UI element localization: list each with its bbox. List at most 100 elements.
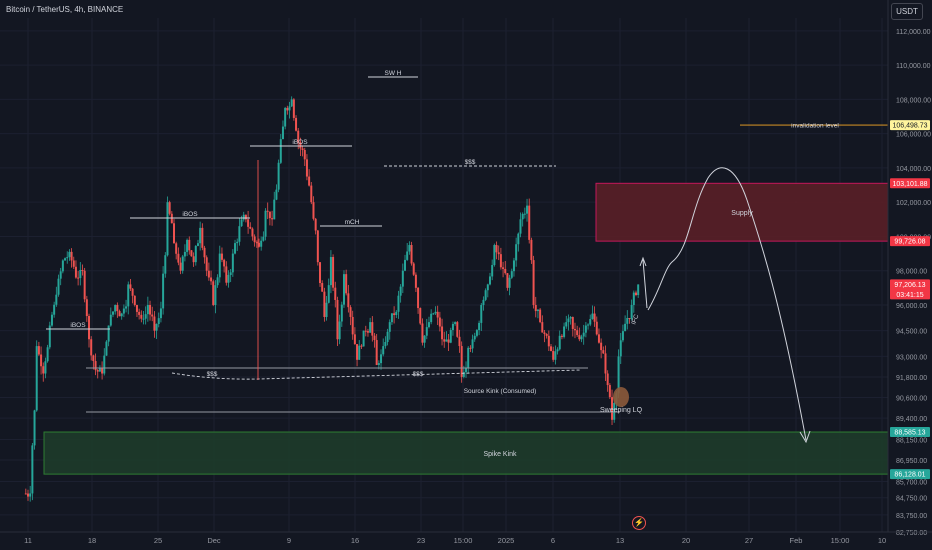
candle-body bbox=[611, 397, 614, 420]
candle-body bbox=[103, 355, 106, 374]
candle-body bbox=[275, 189, 278, 200]
candle-body bbox=[480, 304, 483, 323]
candle-body bbox=[149, 304, 152, 315]
candle-body bbox=[460, 346, 463, 377]
candle-body bbox=[449, 330, 452, 343]
candle-body bbox=[565, 322, 568, 327]
candle-body bbox=[467, 347, 470, 369]
price-tick-label: 90,600.00 bbox=[896, 396, 927, 403]
price-tick-label: 108,000.00 bbox=[896, 97, 931, 104]
candle-body bbox=[451, 323, 454, 331]
spike-kink-zone bbox=[43, 431, 889, 475]
candle-body bbox=[417, 287, 420, 309]
candle-body bbox=[92, 355, 95, 362]
ibos-label-1: iBOS bbox=[70, 322, 86, 329]
liq-dashed-low bbox=[171, 369, 581, 380]
candles[interactable] bbox=[24, 96, 640, 502]
candle-body bbox=[630, 304, 633, 319]
candle-body bbox=[345, 274, 348, 294]
candle-body bbox=[410, 245, 413, 264]
candle-body bbox=[286, 107, 289, 111]
candle-body bbox=[347, 293, 350, 308]
candle-body bbox=[469, 347, 472, 349]
candle-body bbox=[523, 213, 526, 215]
price-label-value: 106,498.73 bbox=[892, 123, 927, 130]
candle-body bbox=[33, 410, 36, 446]
candle-body bbox=[79, 269, 82, 279]
candle-body bbox=[244, 214, 247, 220]
price-label-tag bbox=[890, 178, 930, 189]
candle-body bbox=[515, 244, 518, 261]
candle-body bbox=[308, 176, 311, 186]
candle-body bbox=[582, 332, 585, 337]
price-tick-label: 84,750.00 bbox=[896, 496, 927, 503]
candle-body bbox=[395, 311, 398, 316]
candle-body bbox=[133, 295, 136, 305]
price-tick-label: 82,750.00 bbox=[896, 530, 927, 537]
supply-zone-label: Supply bbox=[731, 210, 753, 217]
candle-body bbox=[329, 257, 332, 286]
lightning-bolt-icon[interactable]: ⚡ bbox=[632, 516, 646, 530]
candle-body bbox=[273, 199, 276, 220]
price-label-value: 97,206.13 bbox=[894, 282, 925, 289]
time-tick-label: 25 bbox=[154, 536, 162, 545]
time-axis[interactable]: 11 18 25 Dec 9 16 23 15:00 2025 6 13 20 27 Feb 15:00 10 bbox=[0, 531, 932, 545]
candle-body bbox=[240, 219, 243, 227]
candle-body bbox=[497, 252, 500, 255]
candle-body bbox=[120, 313, 123, 317]
candle-body bbox=[545, 333, 548, 336]
candle-body bbox=[142, 318, 145, 320]
candle-body bbox=[552, 350, 555, 360]
candle-body bbox=[247, 219, 250, 227]
candle-body bbox=[597, 334, 600, 343]
price-label-tag bbox=[890, 120, 930, 131]
candle-body bbox=[532, 260, 535, 305]
candle-body bbox=[101, 367, 104, 374]
candle-body bbox=[338, 321, 341, 340]
price-tick-label: 106,000.00 bbox=[896, 132, 931, 139]
candle-body bbox=[312, 202, 315, 219]
candle-body bbox=[70, 251, 73, 261]
candle-body bbox=[488, 276, 491, 285]
candle-body bbox=[129, 284, 132, 289]
candle-body bbox=[98, 367, 101, 372]
price-tick-label: 89,400.00 bbox=[896, 416, 927, 423]
time-tick-label: 20 bbox=[682, 536, 690, 545]
candle-body bbox=[591, 313, 594, 320]
price-tick-label: 110,000.00 bbox=[896, 63, 931, 70]
time-tick-label: 6 bbox=[551, 536, 555, 545]
candle-body bbox=[210, 277, 213, 282]
zones: Supply Spike Kink bbox=[43, 182, 889, 475]
candle-body bbox=[316, 230, 319, 263]
price-axis[interactable]: 112,000.00 110,000.00 108,000.00 106,000.00… bbox=[887, 0, 932, 550]
candle-body bbox=[277, 162, 280, 190]
candle-body bbox=[563, 326, 566, 337]
projection-arrowhead bbox=[799, 430, 811, 444]
symbol-title: Bitcoin / TetherUS, 4h, BINANCE bbox=[6, 5, 124, 14]
price-tick-label: 112,000.00 bbox=[896, 29, 931, 36]
price-label-tag bbox=[890, 279, 930, 300]
candle-body bbox=[571, 317, 574, 329]
candle-body bbox=[234, 243, 237, 254]
candle-body bbox=[225, 266, 228, 283]
candle-body bbox=[111, 311, 114, 315]
price-label-value: 103,101.88 bbox=[892, 181, 927, 188]
candle-body bbox=[386, 331, 389, 343]
candle-body bbox=[334, 287, 337, 300]
candle-body bbox=[72, 260, 75, 267]
candle-body bbox=[236, 241, 239, 244]
candle-body bbox=[508, 277, 511, 288]
candle-body bbox=[414, 274, 417, 288]
currency-button[interactable]: USDT bbox=[891, 3, 923, 20]
candle-body bbox=[85, 299, 88, 317]
candle-body bbox=[305, 159, 308, 177]
candle-body bbox=[434, 311, 437, 314]
source-kink-label: Source Kink (Consumed) bbox=[464, 388, 537, 395]
candle-body bbox=[421, 323, 424, 343]
candle-body bbox=[482, 299, 485, 305]
candle-body bbox=[325, 302, 328, 317]
ibos-label-3: iBOS bbox=[292, 139, 308, 146]
candle-body bbox=[425, 327, 428, 336]
candle-body bbox=[584, 325, 587, 333]
